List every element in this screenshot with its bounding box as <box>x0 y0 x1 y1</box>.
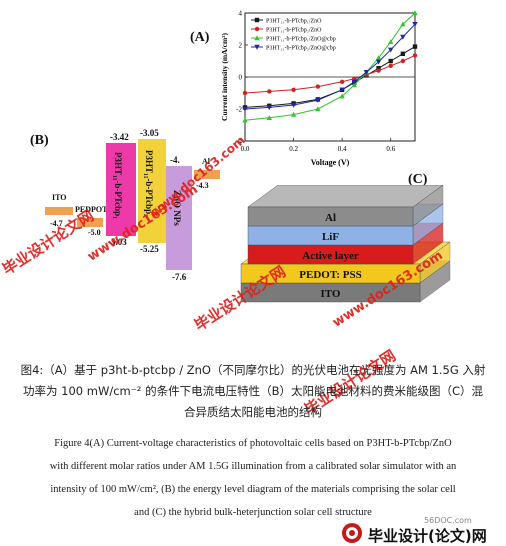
zno-name: ZnO NPs <box>172 190 182 226</box>
caption-en-line3: intensity of 100 mW/cm², (B) the energy … <box>50 484 456 495</box>
data-point <box>254 26 260 32</box>
legend-entry-3: P3HT₁₁-b-PTcbp₁/ZnO@cbp <box>266 37 336 43</box>
al-value: -4.3 <box>196 181 209 190</box>
panel-b-label: (B) <box>30 133 49 148</box>
data-point <box>375 59 382 65</box>
caption-cn-line2: 功率为 100 mW/cm⁻² 的条件下电流电压特性（B）太阳能电池材料的费米能… <box>23 384 483 398</box>
x-tick-label: 0.2 <box>289 145 298 153</box>
data-point <box>363 70 370 75</box>
zno-top-value: -4. <box>170 155 180 165</box>
watermark-cn-1: 毕业设计论文网 <box>0 206 97 279</box>
data-point <box>412 22 418 27</box>
data-point <box>291 87 296 93</box>
data-point <box>254 44 260 50</box>
data-point <box>400 58 406 64</box>
layer-label-1: LiF <box>322 231 339 243</box>
data-point <box>254 35 260 41</box>
al-level-bar <box>194 170 220 179</box>
data-point <box>400 51 406 56</box>
data-point <box>412 10 418 16</box>
y-tick-label: -4 <box>236 138 242 146</box>
polymer1-bottom-value: -5.03 <box>108 237 127 247</box>
data-point <box>242 106 248 112</box>
data-point <box>242 117 248 123</box>
polymer1-name: P3HT₁₁-b-PTcbp₁ <box>113 152 123 219</box>
layer-front-0 <box>247 206 414 227</box>
data-point <box>376 66 381 71</box>
layer-label-2: Active layer <box>302 250 359 262</box>
data-point <box>351 82 357 88</box>
data-point <box>400 34 406 40</box>
polymer1-band <box>106 143 136 236</box>
data-point <box>315 84 321 89</box>
caption-en-line1: Figure 4(A) Current-voltage characterist… <box>54 438 452 449</box>
data-point <box>412 53 418 58</box>
y-axis-label: Current intensity (mA/cm²) <box>220 33 229 121</box>
caption-en-line2: with different molar ratios under AM 1.5… <box>49 461 457 472</box>
data-point <box>242 90 248 96</box>
legend-entry-1: P3HT₁₁-b-PTcbp₁/ZnO <box>266 19 322 25</box>
pedot-value: -5.0 <box>88 228 101 237</box>
data-point <box>376 68 381 73</box>
caption-en-line4: and (C) the hybrid bulk-heterjunction so… <box>134 507 372 518</box>
data-point <box>267 89 272 94</box>
data-point <box>290 111 297 117</box>
data-point <box>388 39 394 44</box>
polymer1-top-value: -3.42 <box>110 132 129 142</box>
data-point <box>266 115 272 120</box>
zno-bottom-value: -7.6 <box>172 272 187 282</box>
layer-label-0: Al <box>325 212 336 224</box>
data-point <box>290 102 297 108</box>
pedot-level-bar <box>77 218 103 227</box>
data-point <box>388 58 393 64</box>
layer-label-3: PEDOT: PSS <box>299 269 361 281</box>
y-tick-label: 2 <box>239 42 243 50</box>
legend-entry-2: P3HT₁₁-b-PTcbp₂/ZnO <box>266 28 322 34</box>
x-tick-label: 0.0 <box>241 145 250 153</box>
data-point <box>266 105 272 111</box>
data-point <box>339 93 345 99</box>
panel-a-label: (A) <box>190 30 210 45</box>
zno-band <box>166 166 192 270</box>
data-point <box>315 98 321 103</box>
caption-cn-line1: 图4:（A）基于 p3ht-b-ptcbp / ZnO（不同摩尔比）的光伏电池在… <box>20 363 486 377</box>
ito-value: -4.7 <box>50 219 63 228</box>
data-point <box>388 47 394 53</box>
x-tick-label: 0.6 <box>386 145 395 153</box>
x-axis-label: Voltage (V) <box>311 158 350 167</box>
data-point <box>388 63 393 68</box>
data-point <box>339 79 345 85</box>
logo-emblem-icon <box>342 523 362 543</box>
data-point <box>412 44 418 49</box>
data-point <box>400 21 406 27</box>
polymer2-bottom-value: -5.25 <box>140 244 159 254</box>
x-tick-label: 0.4 <box>338 145 347 153</box>
ito-label: ITO <box>52 193 67 202</box>
device-stack-diagram: ITO PEDOT: PSS Active layer LiF Al <box>240 185 451 303</box>
data-point <box>375 55 382 60</box>
legend-entry-4: P3HT₁₁-b-PTcbp₂/ZnO@cbp <box>266 46 336 52</box>
footer-logo: 56DOC.com 毕业设计(论文)网 <box>340 516 502 545</box>
polymer2-top-value: -3.05 <box>140 128 159 138</box>
ito-level-bar <box>45 207 73 215</box>
polymer2-name: P3HT₁₁-b-PTcbp₂ <box>144 150 154 217</box>
pedot-label: PEDPOT <box>75 205 108 214</box>
polymer2-band <box>138 139 166 243</box>
iv-curve-chart: 0.0 0.2 0.4 0.6 -4 -2 0 2 4 Voltage (V) Current in… <box>220 10 418 167</box>
footer-site: 56DOC.com <box>424 516 472 525</box>
y-tick-label: 4 <box>239 10 243 18</box>
data-point <box>339 87 345 93</box>
al-label: Al <box>202 157 210 166</box>
data-point <box>315 106 321 112</box>
caption-cn-line3: 合异质结太阳能电池的结构 <box>184 405 322 419</box>
data-point <box>351 79 357 85</box>
layer-top-0 <box>247 185 444 208</box>
y-tick-label: 0 <box>239 74 243 82</box>
y-tick-label: -2 <box>236 106 242 114</box>
panel-c-label: (C) <box>408 172 428 187</box>
footer-title: 毕业设计(论文)网 <box>368 527 487 545</box>
layer-label-4: ITO <box>321 288 341 300</box>
data-point <box>254 17 260 23</box>
